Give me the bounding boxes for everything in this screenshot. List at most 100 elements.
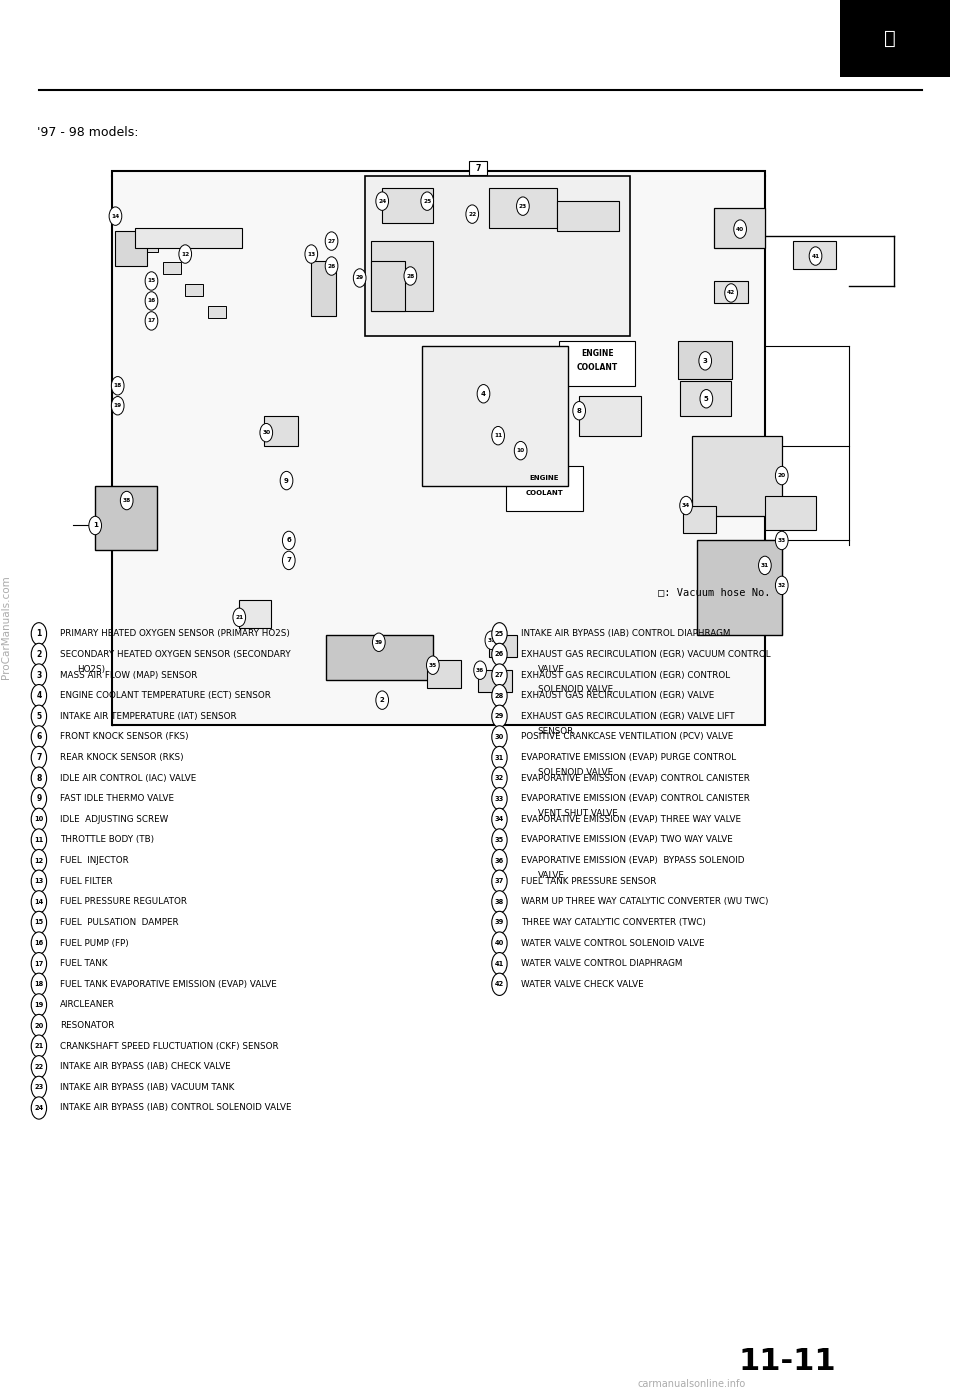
Circle shape bbox=[466, 205, 479, 223]
Text: 8: 8 bbox=[577, 408, 582, 414]
Text: FUEL PRESSURE REGULATOR: FUEL PRESSURE REGULATOR bbox=[60, 897, 187, 907]
Text: 15: 15 bbox=[35, 919, 43, 925]
Text: VALVE: VALVE bbox=[538, 664, 564, 674]
Text: MASS AIR FLOW (MAP) SENSOR: MASS AIR FLOW (MAP) SENSOR bbox=[60, 670, 198, 680]
Circle shape bbox=[492, 953, 507, 975]
Bar bbox=[490, 188, 557, 228]
Circle shape bbox=[516, 196, 529, 216]
Text: 30: 30 bbox=[262, 430, 271, 435]
Text: 13: 13 bbox=[307, 252, 316, 256]
Circle shape bbox=[699, 351, 711, 371]
Text: 7: 7 bbox=[286, 557, 291, 563]
Circle shape bbox=[776, 467, 788, 485]
Bar bbox=[382, 188, 433, 223]
Text: 35: 35 bbox=[495, 837, 504, 843]
Text: HO2S): HO2S) bbox=[78, 664, 106, 674]
Bar bbox=[559, 341, 636, 386]
Circle shape bbox=[233, 609, 246, 627]
Text: 12: 12 bbox=[181, 252, 189, 256]
Circle shape bbox=[32, 1056, 47, 1078]
Text: 38: 38 bbox=[123, 499, 131, 503]
Circle shape bbox=[32, 664, 47, 687]
Text: EVAPORATIVE EMISSION (EVAP) TWO WAY VALVE: EVAPORATIVE EMISSION (EVAP) TWO WAY VALV… bbox=[520, 836, 732, 844]
Text: 33: 33 bbox=[494, 795, 504, 802]
Circle shape bbox=[477, 384, 490, 403]
Text: INTAKE AIR BYPASS (IAB) VACUUM TANK: INTAKE AIR BYPASS (IAB) VACUUM TANK bbox=[60, 1082, 234, 1092]
Circle shape bbox=[32, 684, 47, 706]
Text: 37: 37 bbox=[488, 638, 495, 642]
Text: IDLE  ADJUSTING SCREW: IDLE ADJUSTING SCREW bbox=[60, 815, 168, 823]
Text: 🔧: 🔧 bbox=[884, 29, 896, 47]
Circle shape bbox=[32, 726, 47, 748]
Text: CRANKSHAFT SPEED FLUCTUATION (CKF) SENSOR: CRANKSHAFT SPEED FLUCTUATION (CKF) SENSO… bbox=[60, 1042, 278, 1050]
Bar bbox=[326, 635, 433, 680]
Text: 24: 24 bbox=[378, 199, 386, 203]
Text: POSITIVE CRANKCASE VENTILATION (PCV) VALVE: POSITIVE CRANKCASE VENTILATION (PCV) VAL… bbox=[520, 733, 732, 741]
Text: 7: 7 bbox=[36, 754, 41, 762]
Circle shape bbox=[700, 390, 712, 408]
Text: 22: 22 bbox=[468, 212, 476, 217]
Circle shape bbox=[32, 911, 47, 933]
Circle shape bbox=[404, 267, 417, 286]
Circle shape bbox=[32, 829, 47, 851]
Text: ENGINE COOLANT TEMPERATURE (ECT) SENSOR: ENGINE COOLANT TEMPERATURE (ECT) SENSOR bbox=[60, 691, 271, 701]
Text: 21: 21 bbox=[35, 1043, 43, 1049]
Text: □: Vacuum hose No.: □: Vacuum hose No. bbox=[658, 586, 770, 598]
Text: FUEL TANK: FUEL TANK bbox=[60, 960, 108, 968]
Text: FUEL TANK EVAPORATIVE EMISSION (EVAP) VALVE: FUEL TANK EVAPORATIVE EMISSION (EVAP) VA… bbox=[60, 979, 276, 989]
Text: 17: 17 bbox=[147, 319, 156, 323]
Text: 1: 1 bbox=[36, 630, 41, 638]
Circle shape bbox=[680, 496, 692, 515]
Circle shape bbox=[32, 932, 47, 954]
Text: 37: 37 bbox=[494, 878, 504, 885]
Bar bbox=[239, 600, 271, 628]
Text: 7: 7 bbox=[475, 164, 481, 173]
Text: INTAKE AIR BYPASS (IAB) CHECK VALVE: INTAKE AIR BYPASS (IAB) CHECK VALVE bbox=[60, 1063, 230, 1071]
Bar bbox=[371, 241, 433, 311]
Text: 27: 27 bbox=[327, 238, 336, 244]
Text: 5: 5 bbox=[704, 396, 708, 401]
Circle shape bbox=[420, 192, 434, 210]
Circle shape bbox=[809, 247, 822, 265]
Text: WATER VALVE CONTROL SOLENOID VALVE: WATER VALVE CONTROL SOLENOID VALVE bbox=[520, 939, 704, 947]
Text: 28: 28 bbox=[494, 692, 504, 699]
Circle shape bbox=[492, 829, 507, 851]
Circle shape bbox=[280, 471, 293, 490]
Bar bbox=[678, 341, 732, 379]
Circle shape bbox=[353, 269, 366, 287]
Text: EXHAUST GAS RECIRCULATION (EGR) CONTROL: EXHAUST GAS RECIRCULATION (EGR) CONTROL bbox=[520, 670, 730, 680]
Circle shape bbox=[372, 632, 385, 652]
Text: 38: 38 bbox=[494, 898, 504, 905]
Text: 5: 5 bbox=[36, 712, 41, 720]
Bar bbox=[793, 241, 836, 269]
Text: 11: 11 bbox=[35, 837, 43, 843]
Circle shape bbox=[492, 768, 507, 790]
Text: 42: 42 bbox=[727, 291, 735, 295]
Circle shape bbox=[758, 556, 771, 575]
Text: 31: 31 bbox=[760, 563, 769, 568]
Text: 4: 4 bbox=[481, 391, 486, 397]
Circle shape bbox=[32, 953, 47, 975]
Text: 13: 13 bbox=[35, 878, 43, 885]
Text: EXHAUST GAS RECIRCULATION (EGR) VALVE LIFT: EXHAUST GAS RECIRCULATION (EGR) VALVE LI… bbox=[520, 712, 734, 720]
Text: 23: 23 bbox=[35, 1084, 43, 1091]
Circle shape bbox=[492, 871, 507, 893]
Text: 10: 10 bbox=[35, 816, 43, 822]
Circle shape bbox=[32, 1077, 47, 1099]
Circle shape bbox=[492, 890, 507, 912]
Circle shape bbox=[111, 397, 124, 415]
Text: COOLANT: COOLANT bbox=[577, 364, 618, 372]
Text: WARM UP THREE WAY CATALYTIC CONVERTER (WU TWC): WARM UP THREE WAY CATALYTIC CONVERTER (W… bbox=[520, 897, 768, 907]
Bar bbox=[427, 660, 461, 688]
Circle shape bbox=[376, 691, 389, 709]
Text: 1: 1 bbox=[93, 522, 98, 528]
Circle shape bbox=[776, 531, 788, 550]
Text: 6: 6 bbox=[286, 538, 291, 543]
Text: 22: 22 bbox=[35, 1064, 43, 1070]
Circle shape bbox=[32, 974, 47, 996]
Text: 33: 33 bbox=[778, 538, 786, 543]
Circle shape bbox=[325, 231, 338, 251]
Circle shape bbox=[32, 644, 47, 666]
Text: INTAKE AIR BYPASS (IAB) CONTROL DIAPHRAGM: INTAKE AIR BYPASS (IAB) CONTROL DIAPHRAG… bbox=[520, 630, 730, 638]
Text: ENGINE: ENGINE bbox=[581, 350, 613, 358]
